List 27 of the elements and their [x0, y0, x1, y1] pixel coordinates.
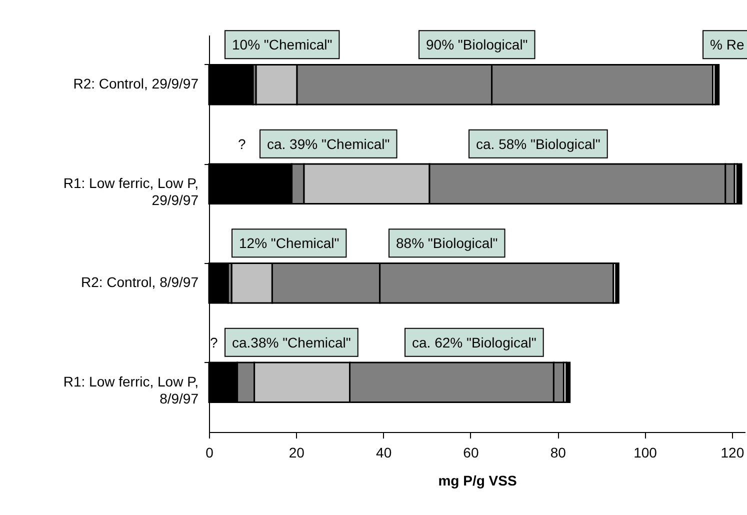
y-tick-label: R2: Control, 29/9/97 [73, 76, 199, 92]
annotation: ca. 58% "Biological" [476, 136, 600, 152]
annotation: ca.38% "Chemical" [232, 334, 351, 350]
annotation: ca. 39% "Chemical" [266, 136, 390, 152]
annotation: ca. 62% "Biological" [412, 334, 536, 350]
x-tick-label: 20 [288, 444, 305, 460]
bar [736, 163, 742, 204]
annotation: 90% "Biological" [426, 36, 528, 53]
bar [566, 362, 571, 403]
y-tick-label: R1: Low ferric, Low P, 8/9/97 [63, 373, 199, 406]
x-tick-label: 100 [634, 444, 658, 460]
x-tick-label: 60 [463, 444, 479, 460]
x-tick-label: 80 [550, 444, 566, 460]
x-tick-label: 120 [720, 444, 744, 460]
bar [714, 64, 720, 106]
annotation: % Re [710, 36, 744, 53]
annotation: ? [210, 334, 218, 350]
x-tick-label: 0 [206, 444, 214, 460]
y-tick-label: R1: Low ferric, Low P, 29/9/97 [63, 174, 199, 208]
x-axis-title: mg P/g VSS [438, 472, 517, 488]
bar [615, 262, 620, 304]
annotation: ? [238, 136, 246, 152]
y-tick-label: R2: Control, 8/9/97 [80, 274, 199, 290]
x-tick-label: 40 [376, 444, 392, 460]
annotation: 12% "Chemical" [239, 235, 340, 252]
annotation: 10% "Chemical" [232, 36, 332, 53]
annotation: 88% "Biological" [396, 235, 498, 252]
